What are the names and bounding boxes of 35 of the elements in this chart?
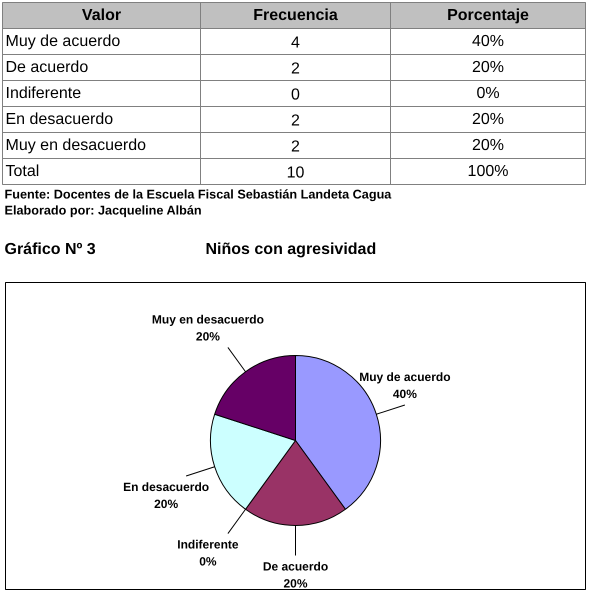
legend-label: Indiferente [177, 538, 239, 552]
text: 20% [472, 137, 504, 154]
data-label: 40% [392, 386, 418, 401]
text: 0 [291, 86, 300, 104]
source-note: Fuente: Docentes de la Escuela Fiscal Sebastián Landeta Cagua [4, 188, 392, 202]
text: 10 [286, 164, 304, 182]
text: 2 [291, 112, 300, 130]
text: 20% [472, 59, 504, 76]
text: Muy en desacuerdo [6, 137, 146, 154]
slice-label: Muy en desacuerdo [152, 312, 264, 327]
slice-label: En desacuerdo [123, 480, 210, 494]
text: 40% [472, 33, 504, 50]
slice-label: De acuerdo [262, 560, 328, 574]
text: 2 [291, 60, 300, 78]
data-label: 20% [196, 329, 220, 344]
chart-title: Niños con agresividad [206, 241, 376, 258]
slice-label: Muy de acuerdo [359, 370, 451, 384]
text: Porcentaje [447, 7, 530, 24]
text: Muy de acuerdo [6, 33, 120, 50]
text: De acuerdo [6, 59, 88, 76]
text: 0% [476, 85, 500, 102]
text: Indiferente [6, 85, 82, 102]
text: Total [6, 163, 40, 180]
text: 4 [291, 34, 300, 52]
text: 2 [291, 138, 300, 156]
chart-subtitle: Gráfico Nº 3 [4, 241, 96, 258]
text: 0% [199, 554, 217, 568]
text: Frecuencia [253, 7, 338, 24]
data-label: 20% [154, 496, 178, 511]
text: Valor [82, 7, 122, 24]
text: 100% [468, 163, 508, 180]
data-label: 20% [283, 576, 308, 590]
text: Elaborado por: Jacqueline Albán [4, 204, 202, 218]
text: En desacuerdo [6, 111, 114, 128]
text: 20% [472, 111, 504, 128]
